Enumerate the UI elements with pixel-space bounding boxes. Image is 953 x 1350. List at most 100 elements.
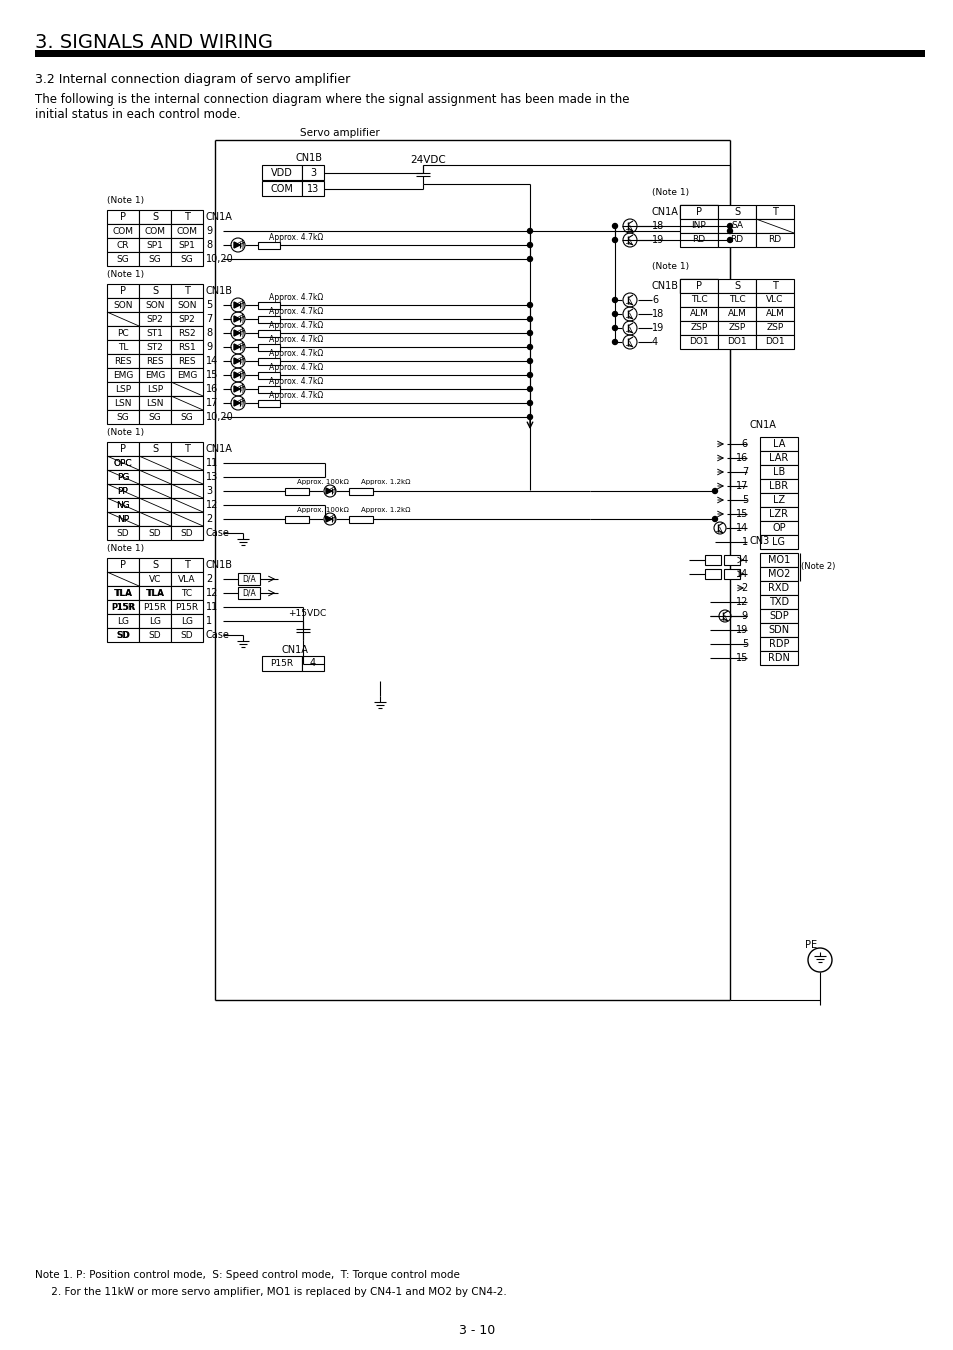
Text: SG: SG <box>180 255 193 263</box>
Bar <box>171 284 203 298</box>
Bar <box>679 234 718 247</box>
Text: P15R: P15R <box>111 602 135 612</box>
Bar <box>107 298 139 312</box>
Bar <box>171 340 203 354</box>
Circle shape <box>712 517 717 521</box>
Bar <box>679 293 718 306</box>
Circle shape <box>612 312 617 316</box>
Text: 19: 19 <box>735 625 747 634</box>
Bar <box>257 344 280 351</box>
Text: +15VDC: +15VDC <box>288 609 326 617</box>
Text: (Note 1): (Note 1) <box>651 262 688 271</box>
Circle shape <box>527 316 532 321</box>
Text: 6: 6 <box>741 439 747 450</box>
Text: CN3: CN3 <box>749 536 769 545</box>
Bar <box>679 205 718 219</box>
Bar <box>139 396 171 410</box>
Text: SD: SD <box>116 528 130 537</box>
Bar <box>718 293 755 306</box>
Text: SDN: SDN <box>767 625 789 634</box>
Text: LSN: LSN <box>114 398 132 408</box>
Text: D/A: D/A <box>242 589 255 598</box>
Bar <box>718 219 755 234</box>
Text: 12: 12 <box>206 589 218 598</box>
Polygon shape <box>233 386 240 391</box>
Text: TLA: TLA <box>146 589 164 598</box>
Bar <box>107 410 139 424</box>
Text: Approx. 100kΩ: Approx. 100kΩ <box>296 508 349 513</box>
Bar <box>139 456 171 470</box>
Bar <box>171 224 203 238</box>
Text: ZSP: ZSP <box>765 324 782 332</box>
Text: D/A: D/A <box>242 575 255 583</box>
Bar <box>107 628 139 643</box>
Bar <box>237 587 260 599</box>
Text: LZ: LZ <box>772 495 784 505</box>
Text: P: P <box>120 444 126 454</box>
Text: CN1B: CN1B <box>206 560 233 570</box>
Text: 3.2 Internal connection diagram of servo amplifier: 3.2 Internal connection diagram of servo… <box>35 73 350 86</box>
Text: SG: SG <box>116 255 130 263</box>
Bar <box>679 306 718 321</box>
Text: Note 1. P: Position control mode,  S: Speed control mode,  T: Torque control mod: Note 1. P: Position control mode, S: Spe… <box>35 1270 459 1280</box>
Circle shape <box>527 373 532 378</box>
Text: RES: RES <box>146 356 164 366</box>
Text: VLA: VLA <box>178 575 195 583</box>
Bar <box>285 487 309 495</box>
Bar <box>760 479 797 493</box>
Bar <box>755 321 793 335</box>
Text: RD: RD <box>730 235 742 244</box>
Text: EMG: EMG <box>112 370 133 379</box>
Text: Approx. 4.7kΩ: Approx. 4.7kΩ <box>269 232 323 242</box>
Text: RDP: RDP <box>768 639 788 649</box>
Text: SD: SD <box>116 630 130 640</box>
Bar <box>171 396 203 410</box>
Bar <box>760 451 797 464</box>
Text: Approx. 4.7kΩ: Approx. 4.7kΩ <box>269 306 323 316</box>
Bar <box>35 50 924 57</box>
Bar <box>755 205 793 219</box>
Bar <box>760 493 797 508</box>
Text: CN1A: CN1A <box>206 212 233 221</box>
Bar <box>760 609 797 622</box>
Text: S: S <box>152 286 158 296</box>
Bar <box>718 205 755 219</box>
Bar <box>107 211 139 224</box>
Bar <box>760 651 797 666</box>
Bar <box>139 312 171 325</box>
Text: 4: 4 <box>310 659 315 668</box>
Polygon shape <box>233 373 240 378</box>
Bar <box>139 224 171 238</box>
Bar <box>139 441 171 456</box>
Text: OPC: OPC <box>113 459 132 467</box>
Text: S: S <box>152 212 158 221</box>
Text: Approx. 4.7kΩ: Approx. 4.7kΩ <box>269 348 323 358</box>
Text: SP2: SP2 <box>178 315 195 324</box>
Polygon shape <box>326 487 332 494</box>
Text: RXD: RXD <box>767 583 789 593</box>
Circle shape <box>527 386 532 391</box>
Text: 5: 5 <box>206 300 212 310</box>
Polygon shape <box>233 400 240 406</box>
Text: RS1: RS1 <box>178 343 195 351</box>
Bar <box>171 325 203 340</box>
Bar <box>139 284 171 298</box>
Bar <box>285 516 309 522</box>
Circle shape <box>527 401 532 405</box>
Text: 16: 16 <box>735 454 747 463</box>
Text: TXD: TXD <box>768 597 788 608</box>
Text: SP1: SP1 <box>147 240 163 250</box>
Text: T: T <box>184 286 190 296</box>
Text: Approx. 1.2kΩ: Approx. 1.2kΩ <box>360 479 410 485</box>
Circle shape <box>527 228 532 234</box>
Bar <box>171 410 203 424</box>
Text: NG: NG <box>116 501 130 509</box>
Bar <box>139 382 171 396</box>
Text: 18: 18 <box>651 309 663 319</box>
Bar <box>171 369 203 382</box>
Bar <box>257 386 280 393</box>
Text: (Note 1): (Note 1) <box>107 196 144 204</box>
Text: ALM: ALM <box>764 309 783 319</box>
Text: ALM: ALM <box>727 309 745 319</box>
Text: 9: 9 <box>741 612 747 621</box>
